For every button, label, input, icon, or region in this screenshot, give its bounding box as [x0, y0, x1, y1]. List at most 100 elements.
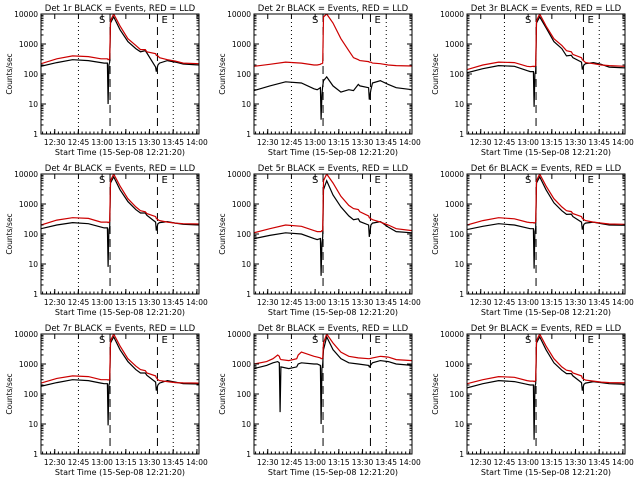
x-tick-label: 13:15	[541, 298, 563, 307]
panel-2: 1 10 100 1000 10000 12:30 12:45 13:00 13:15 13:30…	[218, 4, 421, 157]
panel-5: 1 10 100 1000 10000 12:30 12:45 13:00 13:15 13:30…	[218, 164, 421, 317]
series-group	[467, 334, 625, 440]
x-tick-label: 13:45	[588, 458, 610, 467]
x-axis-label: Start Time (15-Sep-08 12:21:20)	[268, 148, 398, 157]
end-marker-label: E	[587, 15, 593, 26]
start-marker-label: S	[99, 15, 105, 26]
x-tick-label: 13:15	[115, 298, 137, 307]
x-tick-label: 13:00	[91, 138, 113, 147]
y-tick-label: 1	[33, 450, 38, 459]
y-tick-label: 10000	[440, 330, 464, 339]
x-tick-label: 13:15	[328, 458, 350, 467]
plot-frame	[40, 13, 200, 135]
y-tick-label: 100	[450, 70, 465, 79]
x-tick-label: 12:45	[281, 138, 303, 147]
y-tick-label: 100	[24, 390, 39, 399]
panel-title: Det 5r BLACK = Events, RED = LLD	[258, 164, 409, 174]
y-axis-label: Counts/sec	[218, 53, 227, 94]
y-tick-label: 10000	[227, 170, 251, 179]
series-line-black	[467, 175, 625, 269]
x-tick-label: 14:00	[612, 138, 634, 147]
x-axis-label: Start Time (15-Sep-08 12:21:20)	[268, 308, 398, 317]
x-axis-label: Start Time (15-Sep-08 12:21:20)	[268, 468, 398, 477]
x-tick-label: 13:00	[304, 298, 326, 307]
y-axis-label: Counts/sec	[431, 213, 440, 254]
x-axis-label: Start Time (15-Sep-08 12:21:20)	[481, 148, 611, 157]
y-axis-label: Counts/sec	[218, 373, 227, 414]
x-tick-label: 13:00	[517, 138, 539, 147]
panel-9: 1 10 100 1000 10000 12:30 12:45 13:00 13:15 13:30…	[431, 324, 634, 477]
series-group	[254, 174, 412, 276]
series-line-black	[467, 335, 625, 440]
start-marker-label: S	[312, 175, 318, 186]
x-tick-label: 12:45	[494, 458, 516, 467]
x-tick-label: 12:45	[281, 298, 303, 307]
series-line-red	[254, 174, 412, 234]
series-group	[467, 174, 625, 269]
y-tick-label: 1000	[232, 360, 251, 369]
x-tick-label: 12:30	[44, 138, 66, 147]
series-line-red	[41, 174, 199, 226]
series-line-red	[41, 334, 199, 384]
x-tick-label: 14:00	[612, 458, 634, 467]
x-axis-label: Start Time (15-Sep-08 12:21:20)	[481, 308, 611, 317]
plot-frame	[466, 13, 626, 135]
x-tick-label: 12:45	[281, 458, 303, 467]
y-tick-label: 1	[459, 130, 464, 139]
x-axis-label: Start Time (15-Sep-08 12:21:20)	[55, 148, 185, 157]
x-tick-label: 13:00	[517, 298, 539, 307]
series-line-red	[467, 174, 625, 226]
y-tick-label: 100	[237, 230, 252, 239]
start-marker-label: S	[99, 175, 105, 186]
y-tick-label: 10000	[227, 330, 251, 339]
x-tick-label: 12:45	[68, 298, 90, 307]
y-tick-label: 1	[459, 450, 464, 459]
y-tick-label: 10000	[14, 10, 38, 19]
x-tick-label: 13:00	[91, 458, 113, 467]
y-axis-label: Counts/sec	[5, 213, 14, 254]
y-tick-label: 1	[459, 290, 464, 299]
y-tick-label: 1000	[232, 40, 251, 49]
y-tick-label: 100	[237, 390, 252, 399]
series-line-black	[41, 15, 199, 105]
end-marker-label: E	[161, 335, 167, 346]
panel-8: 1 10 100 1000 10000 12:30 12:45 13:00 13:15 13:30…	[218, 324, 421, 477]
series-line-black	[41, 335, 199, 426]
x-tick-label: 12:30	[44, 458, 66, 467]
series-group	[254, 334, 412, 425]
y-tick-label: 100	[450, 230, 465, 239]
panel-4: 1 10 100 1000 10000 12:30 12:45 13:00 13:15 13:30…	[5, 164, 208, 317]
end-marker-label: E	[161, 175, 167, 186]
panel-title: Det 8r BLACK = Events, RED = LLD	[258, 324, 409, 334]
y-tick-label: 10000	[14, 170, 38, 179]
y-tick-label: 10000	[440, 10, 464, 19]
series-line-red	[41, 14, 199, 65]
end-marker-label: E	[587, 335, 593, 346]
y-tick-label: 10	[454, 420, 464, 429]
panel-6: 1 10 100 1000 10000 12:30 12:45 13:00 13:15 13:30…	[431, 164, 634, 317]
y-tick-label: 100	[450, 390, 465, 399]
series-line-black	[254, 179, 412, 276]
y-tick-label: 10	[454, 100, 464, 109]
x-tick-label: 13:45	[162, 458, 184, 467]
series-line-black	[254, 75, 412, 120]
panel-title: Det 6r BLACK = Events, RED = LLD	[471, 164, 622, 174]
x-tick-label: 13:45	[375, 458, 397, 467]
plot-frame	[40, 333, 200, 455]
y-axis-label: Counts/sec	[5, 53, 14, 94]
start-marker-label: S	[312, 15, 318, 26]
y-tick-label: 100	[237, 70, 252, 79]
y-tick-label: 1	[33, 130, 38, 139]
x-tick-label: 13:00	[304, 458, 326, 467]
panel-1: 1 10 100 1000 10000 12:30 12:45 13:00 13:15 13:30…	[5, 4, 208, 157]
y-tick-label: 1	[33, 290, 38, 299]
y-tick-label: 1000	[232, 200, 251, 209]
y-axis-label: Counts/sec	[5, 373, 14, 414]
series-line-black	[254, 335, 412, 425]
plot-frame	[253, 333, 413, 455]
y-axis-label: Counts/sec	[218, 213, 227, 254]
start-marker-label: S	[525, 335, 531, 346]
x-tick-label: 13:45	[588, 138, 610, 147]
x-tick-label: 13:00	[517, 458, 539, 467]
x-tick-label: 14:00	[186, 458, 208, 467]
